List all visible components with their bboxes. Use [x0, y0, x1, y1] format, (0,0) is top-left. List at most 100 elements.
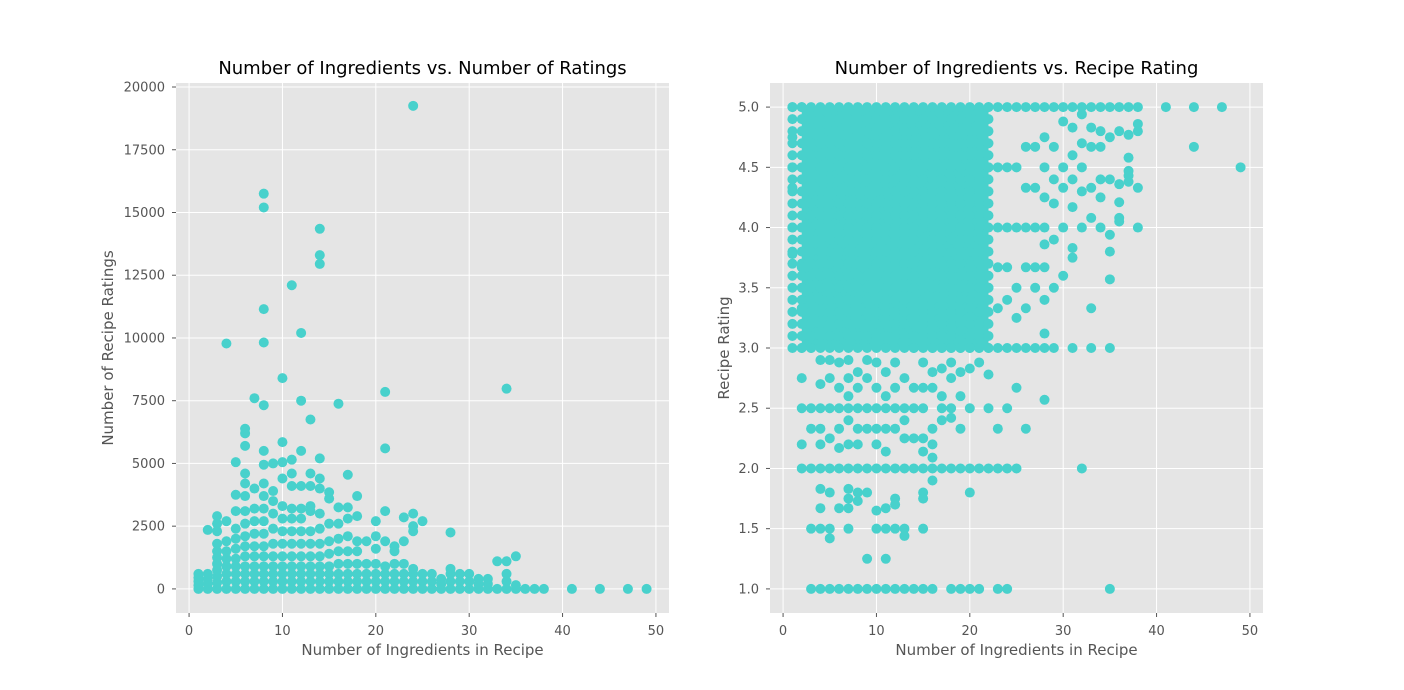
- data-point: [305, 538, 316, 549]
- data-point: [796, 222, 807, 233]
- data-point: [927, 102, 938, 113]
- data-point: [314, 508, 325, 519]
- data-point: [249, 551, 260, 562]
- data-point: [946, 270, 957, 281]
- data-point: [796, 303, 807, 314]
- data-point: [806, 270, 817, 281]
- data-point: [955, 306, 966, 317]
- data-point: [927, 198, 938, 209]
- data-point: [890, 330, 901, 341]
- chart-ratings-count: 0 10 20 30 40 50 0 2500 5000 7500 10000 12500 15000…: [99, 58, 669, 659]
- data-point: [918, 306, 929, 317]
- data-point: [974, 186, 985, 197]
- data-point: [1076, 186, 1087, 197]
- data-point: [862, 174, 873, 185]
- data-point: [983, 234, 994, 245]
- data-point: [834, 234, 845, 245]
- data-point: [230, 553, 241, 564]
- data-point: [936, 330, 947, 341]
- data-point: [501, 556, 512, 567]
- data-point: [454, 583, 465, 594]
- data-point: [426, 576, 437, 587]
- data-point: [258, 516, 269, 527]
- data-point: [806, 234, 817, 245]
- data-point: [992, 463, 1003, 474]
- data-point: [871, 330, 882, 341]
- data-point: [1123, 129, 1134, 140]
- data-point: [834, 463, 845, 474]
- data-point: [1020, 303, 1031, 314]
- data-point: [824, 234, 835, 245]
- data-point: [796, 102, 807, 113]
- data-point: [871, 114, 882, 125]
- data-point: [815, 162, 826, 173]
- data-point: [787, 222, 798, 233]
- data-point: [815, 523, 826, 534]
- data-point: [286, 503, 297, 514]
- data-point: [843, 294, 854, 305]
- data-point: [370, 531, 381, 542]
- data-point: [1076, 222, 1087, 233]
- data-point: [955, 186, 966, 197]
- data-point: [964, 463, 975, 474]
- data-point: [249, 576, 260, 587]
- data-point: [843, 282, 854, 293]
- data-point: [843, 463, 854, 474]
- data-point: [843, 415, 854, 426]
- data-point: [983, 102, 994, 113]
- data-point: [1058, 162, 1069, 173]
- data-point: [871, 343, 882, 353]
- data-point: [1067, 343, 1078, 353]
- data-point: [964, 583, 975, 594]
- data-point: [796, 270, 807, 281]
- data-point: [983, 403, 994, 414]
- data-point: [333, 576, 344, 587]
- data-point: [862, 463, 873, 474]
- data-point: [815, 463, 826, 474]
- data-point: [815, 379, 826, 390]
- data-point: [501, 383, 512, 394]
- data-point: [230, 576, 241, 587]
- data-point: [946, 330, 957, 341]
- data-point: [249, 503, 260, 514]
- data-point: [1067, 174, 1078, 185]
- data-point: [974, 234, 985, 245]
- data-point: [908, 583, 919, 594]
- data-point: [983, 198, 994, 209]
- data-point: [880, 423, 891, 434]
- data-point: [983, 222, 994, 233]
- data-point: [908, 433, 919, 444]
- data-point: [843, 493, 854, 504]
- data-point: [230, 583, 241, 594]
- y-tick-label: 5.0: [738, 101, 759, 116]
- data-point: [258, 304, 269, 315]
- data-point: [880, 403, 891, 414]
- data-point: [787, 343, 798, 353]
- data-point: [333, 558, 344, 569]
- data-point: [824, 150, 835, 161]
- data-point: [936, 246, 947, 257]
- data-point: [918, 186, 929, 197]
- data-point: [862, 583, 873, 594]
- data-point: [230, 533, 241, 544]
- data-point: [862, 343, 873, 353]
- data-point: [955, 282, 966, 293]
- data-point: [1048, 174, 1059, 185]
- data-point: [806, 114, 817, 125]
- data-point: [815, 270, 826, 281]
- data-point: [871, 294, 882, 305]
- data-point: [806, 318, 817, 329]
- x-tick-label: 0: [779, 624, 787, 639]
- data-point: [806, 294, 817, 305]
- data-point: [862, 373, 873, 384]
- data-point: [964, 114, 975, 125]
- data-point: [918, 198, 929, 209]
- data-point: [974, 330, 985, 341]
- data-point: [314, 223, 325, 234]
- data-point: [324, 561, 335, 572]
- data-point: [1076, 102, 1087, 113]
- data-point: [955, 423, 966, 434]
- data-point: [1076, 138, 1087, 149]
- data-point: [815, 343, 826, 353]
- data-point: [824, 343, 835, 353]
